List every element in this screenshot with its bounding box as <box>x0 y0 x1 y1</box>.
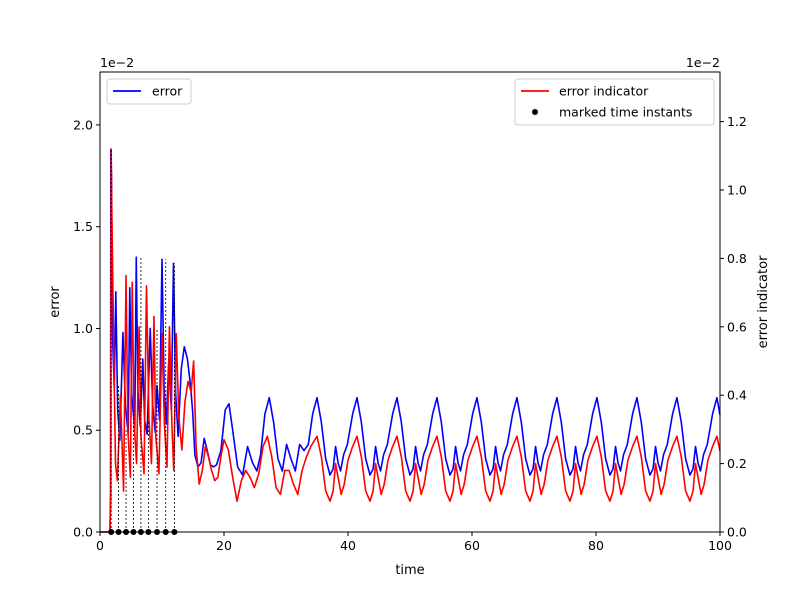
right-tick-label: 0.0 <box>727 525 747 540</box>
plot-area <box>99 71 721 535</box>
right-axis-ticks: 0.0 0.2 0.4 0.6 0.8 1.0 1.2 <box>720 114 747 540</box>
right-tick-label: 0.8 <box>727 251 747 266</box>
left-axis-ticks: 0.0 0.5 1.0 1.5 2.0 <box>73 117 100 540</box>
right-tick-label: 0.4 <box>727 388 747 403</box>
x-tick-label: 40 <box>340 538 356 553</box>
right-scale-offset: 1e−2 <box>686 55 720 70</box>
legend-left-box <box>106 78 192 105</box>
left-tick-label: 0.5 <box>73 423 93 438</box>
legend-error-label: error <box>152 84 183 99</box>
x-tick-label: 80 <box>588 538 604 553</box>
legend-left: error <box>106 78 192 105</box>
legend-marker-swatch <box>532 109 538 115</box>
left-tick-label: 1.0 <box>73 321 93 336</box>
series-error-indicator-line <box>100 148 721 533</box>
left-axis-label: error <box>48 286 63 318</box>
left-tick-label: 1.5 <box>73 219 93 234</box>
series-layer <box>100 148 721 533</box>
series-error-line <box>100 148 721 533</box>
left-tick-label: 2.0 <box>73 117 93 132</box>
x-tick-label: 20 <box>216 538 232 553</box>
x-axis-label: time <box>395 563 424 578</box>
legend-marker-label: marked time instants <box>559 105 692 120</box>
right-tick-label: 0.2 <box>727 456 747 471</box>
x-tick-label: 100 <box>708 538 732 553</box>
x-tick-label: 0 <box>96 538 104 553</box>
left-scale-offset: 1e−2 <box>100 55 134 70</box>
legend-right-box <box>514 78 715 126</box>
right-tick-label: 0.6 <box>727 319 747 334</box>
legend-indicator-label: error indicator <box>559 84 649 99</box>
right-tick-label: 1.2 <box>727 114 747 129</box>
legend-right: error indicator marked time instants <box>514 78 715 126</box>
x-axis-ticks: 0 20 40 60 80 100 <box>96 532 732 553</box>
axes-frame <box>99 71 721 533</box>
right-tick-label: 1.0 <box>727 182 747 197</box>
right-axis-label: error indicator <box>756 255 771 348</box>
x-tick-label: 60 <box>464 538 480 553</box>
left-tick-label: 0.0 <box>73 525 93 540</box>
